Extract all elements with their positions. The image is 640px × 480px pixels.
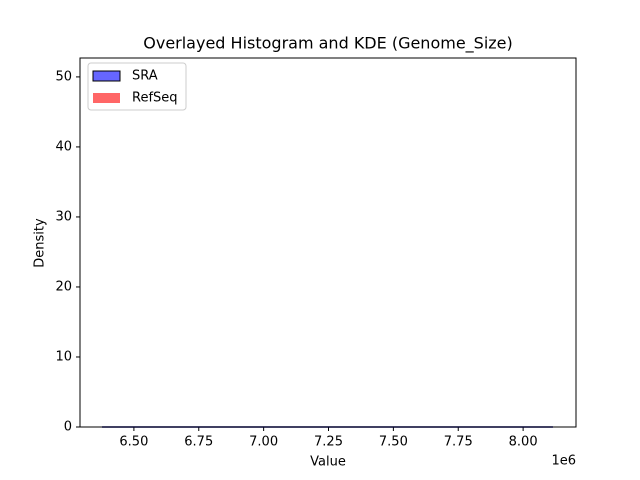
x-tick-label: 6.75 — [184, 435, 213, 450]
plot-frame — [79, 57, 577, 428]
legend-swatch — [93, 93, 120, 103]
legend-label: RefSeq — [132, 91, 178, 106]
legend-swatch — [92, 70, 121, 82]
legend-label: SRA — [132, 69, 158, 84]
x-offset-label: 1e6 — [551, 454, 576, 469]
x-tick-label: 7.75 — [444, 435, 473, 450]
x-tick-label: 7.25 — [314, 435, 343, 450]
chart-title: Overlayed Histogram and KDE (Genome_Size… — [143, 34, 513, 54]
x-tick-label: 7.00 — [249, 435, 278, 450]
y-tick-label: 10 — [55, 349, 72, 364]
x-tick-label: 8.00 — [509, 435, 538, 450]
x-tick-label: 7.50 — [379, 435, 408, 450]
x-tick-label: 6.50 — [119, 435, 148, 450]
y-tick-label: 50 — [55, 69, 72, 84]
y-tick-label: 0 — [64, 420, 72, 435]
y-tick-label: 30 — [55, 209, 72, 224]
y-tick-label: 40 — [55, 139, 72, 154]
x-axis-label: Value — [310, 455, 346, 470]
y-axis-label: Density — [33, 218, 48, 268]
y-tick-label: 20 — [55, 279, 72, 294]
